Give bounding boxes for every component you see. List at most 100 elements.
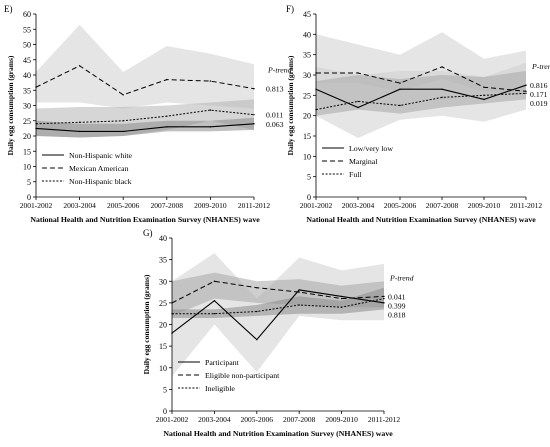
data-point bbox=[383, 302, 385, 304]
data-point bbox=[298, 289, 300, 291]
y-tick-label: 15 bbox=[159, 342, 167, 351]
y-tick-label: 35 bbox=[303, 51, 311, 60]
data-point bbox=[253, 123, 255, 125]
x-tick-label: 2001-2002 bbox=[20, 201, 53, 210]
x-tick-label: 2001-2002 bbox=[156, 415, 189, 424]
y-tick-label: 35 bbox=[159, 256, 167, 265]
data-point bbox=[340, 297, 343, 300]
legend-label: Eligible non-participant bbox=[205, 371, 280, 380]
x-tick-label: 2009-2010 bbox=[468, 201, 501, 210]
x-tick-label: 2005-2006 bbox=[107, 201, 140, 210]
y-tick-label: 40 bbox=[23, 71, 31, 80]
p-trend-value: 0.019 bbox=[530, 99, 548, 108]
legend-label: Marginal bbox=[349, 157, 378, 166]
series-line bbox=[316, 66, 527, 92]
y-tick-label: 25 bbox=[303, 91, 311, 100]
panel-label: F) bbox=[286, 4, 294, 14]
y-tick-label: 0 bbox=[163, 407, 167, 416]
legend-label: Ineligible bbox=[205, 384, 235, 393]
chart-panel-e: 0 5 10 15 20 25 30 35 40 45 50 55 60 2001-2002 2003-20… bbox=[4, 4, 292, 224]
data-point bbox=[357, 72, 359, 74]
y-tick-label: 25 bbox=[159, 299, 167, 308]
y-tick-label: 60 bbox=[23, 10, 31, 19]
x-tick-label: 2007-2008 bbox=[151, 201, 184, 210]
data-point bbox=[399, 82, 401, 84]
y-tick-label: 0 bbox=[27, 193, 31, 202]
data-point bbox=[441, 66, 443, 68]
y-tick-label: 10 bbox=[159, 364, 167, 373]
data-point bbox=[171, 312, 173, 315]
y-tick-label: 10 bbox=[303, 152, 311, 161]
y-axis-title: Daily egg consumption (grams) bbox=[6, 55, 15, 155]
y-axis-title: Daily egg consumption (grams) bbox=[286, 55, 295, 155]
data-point bbox=[483, 86, 485, 88]
legend-label: Full bbox=[349, 170, 362, 179]
series-line bbox=[315, 84, 527, 109]
legend-label: Participant bbox=[205, 358, 240, 367]
data-point bbox=[315, 108, 317, 111]
data-point bbox=[166, 126, 168, 128]
x-tick-label: 2005-2006 bbox=[384, 201, 417, 210]
data-point bbox=[35, 123, 37, 125]
data-point bbox=[209, 109, 212, 111]
chart-panel-g: 0 5 10 15 20 25 30 35 40 2001-2002 2003-2004 2005-2… bbox=[142, 228, 414, 438]
x-axis-title: National Health and Nutrition Examinatio… bbox=[30, 215, 260, 224]
x-tick-label: 2007-2008 bbox=[283, 415, 316, 424]
ci-band bbox=[316, 70, 526, 116]
y-tick-label: 20 bbox=[303, 112, 311, 121]
x-tick-label: 2005-2006 bbox=[241, 415, 274, 424]
legend-label: Mexican American bbox=[69, 164, 129, 173]
data-point bbox=[253, 88, 255, 90]
p-trend-header-text: P-trend bbox=[267, 66, 292, 75]
x-tick-label: 2011-2012 bbox=[368, 415, 400, 424]
data-point bbox=[441, 88, 443, 90]
data-point bbox=[122, 120, 124, 122]
y-tick-label: 40 bbox=[303, 30, 311, 39]
data-point bbox=[35, 86, 37, 88]
data-point bbox=[383, 297, 385, 300]
p-trend-value: 0.818 bbox=[388, 310, 406, 319]
x-tick-label: 2001-2002 bbox=[300, 201, 333, 210]
p-trend-value: 0.816 bbox=[530, 81, 548, 90]
p-trend-header-text: P-trend bbox=[531, 62, 550, 71]
data-point bbox=[122, 130, 124, 133]
data-point bbox=[340, 306, 343, 308]
data-point bbox=[256, 338, 258, 341]
x-tick-label: 2003-2004 bbox=[63, 201, 96, 210]
data-point bbox=[340, 295, 343, 298]
data-point bbox=[122, 94, 124, 96]
data-point bbox=[213, 312, 216, 315]
data-point bbox=[256, 310, 258, 313]
series-line bbox=[172, 298, 385, 315]
series-line bbox=[35, 123, 255, 132]
data-point bbox=[315, 88, 317, 90]
series-line bbox=[35, 65, 255, 96]
ci-band bbox=[36, 24, 254, 109]
p-trend-header: P-trend bbox=[389, 273, 414, 282]
panel-label: E) bbox=[4, 4, 13, 14]
p-trend-value: 0.813 bbox=[266, 85, 284, 94]
x-tick-label: 2011-2012 bbox=[238, 201, 270, 210]
data-point bbox=[166, 115, 168, 117]
y-tick-label: 20 bbox=[23, 132, 31, 141]
y-tick-label: 30 bbox=[303, 71, 311, 80]
data-point bbox=[78, 121, 81, 123]
y-tick-label: 40 bbox=[159, 234, 167, 243]
y-tick-label: 0 bbox=[307, 193, 311, 202]
data-point bbox=[399, 104, 401, 107]
data-point bbox=[357, 100, 359, 103]
data-point bbox=[483, 98, 485, 101]
y-tick-label: 30 bbox=[159, 277, 167, 286]
legend-label: Low/very low bbox=[349, 144, 393, 153]
p-trend-header: P-trend bbox=[267, 66, 292, 75]
data-point bbox=[399, 88, 401, 90]
data-point bbox=[441, 96, 443, 99]
y-tick-label: 25 bbox=[23, 117, 31, 126]
x-tick-label: 2007-2008 bbox=[426, 201, 459, 210]
series-line bbox=[315, 92, 527, 111]
p-trend-value: 0.399 bbox=[388, 301, 406, 310]
y-tick-label: 55 bbox=[23, 25, 31, 34]
data-point bbox=[525, 92, 527, 95]
data-point bbox=[253, 113, 255, 116]
